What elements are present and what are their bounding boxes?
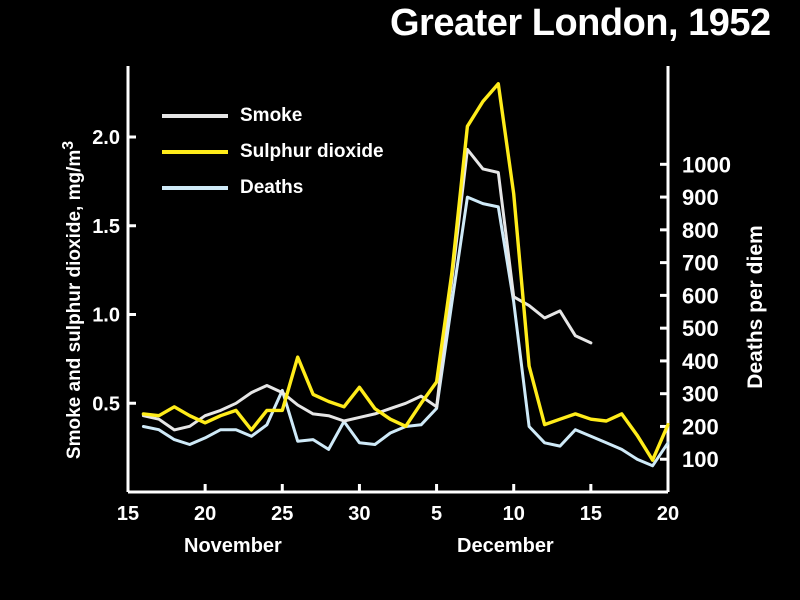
y-left-tick-label: 1.5 — [92, 216, 120, 238]
tick-labels: 15 20 25 30 5 10 15 20 0.5 1.0 1.5 2.0 100 200 300 400 5… — [92, 127, 731, 525]
y-right-tick-label: 600 — [682, 283, 719, 308]
series-line-sulphur-dioxide — [650, 422, 670, 462]
legend-item-deaths: Deaths — [162, 170, 384, 206]
x-tick-label: 25 — [271, 503, 293, 525]
series-lines — [141, 82, 670, 468]
y-right-tick-label: 700 — [682, 251, 719, 276]
legend: Smoke Sulphur dioxide Deaths — [162, 98, 384, 206]
x-group-label-december: December — [457, 535, 554, 557]
legend-item-smoke: Smoke — [162, 98, 384, 134]
legend-swatch-smoke — [162, 114, 228, 118]
y-left-tick-label: 2.0 — [92, 127, 120, 149]
y-right-tick-label: 900 — [682, 185, 719, 210]
series-line-sulphur-dioxide — [141, 82, 655, 462]
x-tick-label: 20 — [194, 503, 216, 525]
y-right-tick-label: 100 — [682, 447, 719, 472]
x-tick-label: 10 — [503, 503, 525, 525]
x-group-label-november: November — [184, 535, 282, 557]
y-axis-label-left-superscript: 3 — [59, 140, 77, 150]
y-right-tick-label: 1000 — [682, 152, 731, 177]
legend-label-sulphur-dioxide: Sulphur dioxide — [240, 141, 384, 162]
y-right-tick-label: 400 — [682, 349, 719, 374]
series-line-smoke — [435, 147, 593, 409]
x-tick-label: 15 — [580, 503, 602, 525]
y-right-tick-label: 500 — [682, 316, 719, 341]
y-right-tick-label: 300 — [682, 382, 719, 407]
y-left-tick-label: 0.5 — [92, 393, 120, 415]
legend-label-deaths: Deaths — [240, 177, 304, 198]
y-right-tick-label: 800 — [682, 218, 719, 243]
series-line-smoke — [141, 384, 439, 432]
legend-label-smoke: Smoke — [240, 105, 303, 126]
legend-swatch-sulphur-dioxide — [162, 150, 228, 154]
x-tick-label: 5 — [431, 503, 442, 525]
legend-swatch-deaths — [162, 186, 228, 190]
y-axis-label-left: Smoke and sulphur dioxide, mg/m3 — [60, 141, 86, 459]
legend-item-sulphur-dioxide: Sulphur dioxide — [162, 134, 384, 170]
y-right-tick-label: 200 — [682, 414, 719, 439]
chart-title: Greater London, 1952 — [390, 2, 771, 44]
x-tick-label: 30 — [348, 503, 370, 525]
y-left-tick-label: 1.0 — [92, 305, 120, 327]
x-tick-label: 20 — [657, 503, 679, 525]
x-tick-label: 15 — [117, 503, 139, 525]
y-axis-label-left-text: Smoke and sulphur dioxide, mg/m — [64, 149, 86, 460]
axes — [126, 66, 670, 494]
y-axis-label-right: Deaths per diem — [744, 225, 767, 389]
